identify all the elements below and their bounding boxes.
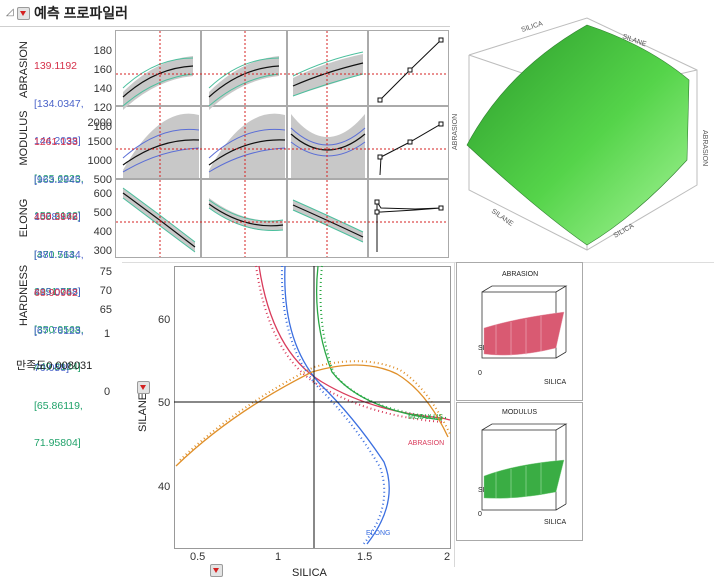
xtick: 0.5: [190, 551, 205, 563]
axis-label-abrasion-left: ABRASION: [452, 114, 459, 150]
profiler-menu-button[interactable]: [17, 7, 30, 25]
hardness-axis-ticks: 75 70 65: [92, 263, 112, 320]
mini-3d-left-label: SI: [478, 487, 485, 494]
desirability-label: 만족도: [16, 360, 47, 372]
row-label-abrasion: ABRASION: [18, 41, 30, 98]
tick: 120: [93, 102, 112, 114]
tick: 400: [93, 226, 112, 238]
red-triangle-menu-icon[interactable]: [210, 564, 223, 577]
modulus-values: 1261.133 [963.2945, 1558.972] [470.513, …: [34, 111, 84, 311]
tick: 70: [99, 285, 112, 297]
elong-ci-high: 419.0048]: [34, 286, 81, 298]
collapse-triangle-icon[interactable]: ◿: [6, 7, 14, 18]
desirability-readout: 만족도0.008031: [16, 357, 92, 373]
profiler-title: 예측 프로파일러: [34, 5, 129, 21]
abrasion-pi-low: [125.6223,: [34, 172, 84, 185]
elong-prediction: 400.3846: [34, 211, 78, 223]
mini-3d-zero: 0: [478, 370, 482, 377]
ytick: 50: [158, 397, 170, 409]
elong-row-curves: [116, 180, 448, 257]
silica-menu-button[interactable]: [210, 564, 223, 582]
contour-curves: [175, 265, 451, 547]
x-axis-label: SILICA: [292, 567, 328, 579]
silane-menu-button[interactable]: [137, 381, 150, 399]
tick: 600: [93, 188, 112, 200]
modulus-mini-surface: [483, 459, 565, 499]
abrasion-ci-high: 144.2038]: [34, 135, 81, 147]
surface-3d-plot[interactable]: SILICA SILANE ABRASION ABRASION SILANE S…: [447, 0, 714, 262]
desirability-tick-1: 1: [104, 328, 111, 340]
hardness-ci-high: 70.058]: [34, 362, 70, 374]
tick: 500: [93, 207, 112, 219]
xtick: 2: [444, 551, 450, 563]
mini-3d-abrasion[interactable]: ABRASION SI 0 SILICA: [456, 262, 584, 402]
axis-label-silica-top: SILICA: [520, 20, 544, 34]
ytick: 40: [158, 481, 170, 493]
hardness-prediction: 68.90962: [34, 287, 78, 299]
abrasion-surface: [466, 24, 690, 246]
abrasion-mini-surface: [483, 311, 565, 356]
tick: 180: [93, 45, 112, 57]
ytick: 60: [158, 314, 170, 326]
mini-3d-title: MODULUS: [502, 409, 537, 416]
hardness-values: 68.90962 [67.76123, 70.058] [65.86119, 7…: [34, 262, 84, 462]
modulus-pi-high: 2051.753]: [34, 286, 81, 298]
tick: 100: [93, 121, 112, 133]
abrasion-ci-low: [134.0347,: [34, 97, 84, 110]
cell-elong-desir[interactable]: [368, 179, 449, 258]
tick: 1500: [87, 136, 112, 148]
axis-label-abrasion-right: ABRASION: [701, 130, 708, 166]
contour-plot[interactable]: MODULUS ABRASION ELONG 60 50 40 0.5 1 1.…: [122, 262, 454, 585]
modulus-axis-ticks: 2000 1500 1000 500: [80, 114, 112, 190]
mini-3d-modulus[interactable]: MODULUS SI 0 SILICA: [456, 402, 584, 542]
profiler-title-bar: [0, 0, 450, 27]
tick: 160: [93, 64, 112, 76]
curve-label-modulus: MODULUS: [408, 414, 443, 421]
profiler-grid: [115, 30, 449, 258]
xtick: 1: [275, 551, 281, 563]
red-triangle-menu-icon[interactable]: [17, 7, 30, 20]
hardness-pi-high: 71.95804]: [34, 437, 81, 449]
mini-3d-left-label: SI: [478, 345, 485, 352]
modulus-prediction: 1261.133: [34, 136, 78, 148]
red-triangle-menu-icon[interactable]: [137, 381, 150, 394]
tick: 500: [93, 174, 112, 186]
curve-label-abrasion: ABRASION: [408, 440, 444, 447]
hardness-ci-low: [67.76123,: [34, 324, 84, 337]
elong-ci-low: [381.7644,: [34, 248, 84, 261]
abrasion-prediction: 139.1192: [34, 60, 78, 72]
elong-axis-ticks: 600 500 400 300: [86, 185, 112, 261]
modulus-ci-high: 1558.972]: [34, 211, 81, 223]
modulus-row-curves: [116, 107, 448, 178]
tick: 65: [99, 304, 112, 316]
mini-3d-silica-label: SILICA: [544, 519, 567, 526]
tick: 140: [93, 83, 112, 95]
mini-3d-title: ABRASION: [502, 271, 538, 278]
elong-pi-low: [350.9568,: [34, 323, 84, 336]
abrasion-axis-ticks: 180 160 140 120 100: [86, 42, 112, 137]
modulus-pi-low: [470.513,: [34, 248, 78, 261]
row-label-elong: ELONG: [18, 198, 30, 238]
curve-label-elong: ELONG: [366, 530, 391, 537]
abrasion-pi-high: 152.6162]: [34, 210, 81, 222]
elong-pi-high: 449.8124]: [34, 361, 81, 373]
row-label-hardness: HARDNESS: [18, 264, 30, 326]
elong-values: 400.3846 [381.7644, 419.0048] [350.9568,…: [34, 186, 84, 386]
xtick: 1.5: [357, 551, 372, 563]
row-label-modulus: MODULUS: [18, 110, 30, 166]
abrasion-values: 139.1192 [134.0347, 144.2038] [125.6223,…: [34, 35, 84, 235]
tick: 75: [99, 266, 112, 278]
tick: 2000: [87, 117, 112, 129]
tick: 300: [93, 245, 112, 257]
modulus-ci-low: [963.2945,: [34, 173, 84, 186]
mini-3d-silica-label: SILICA: [544, 379, 567, 386]
y-axis-label: SILANE: [137, 393, 149, 432]
divider: [454, 262, 455, 567]
desirability-tick-0: 0: [104, 386, 111, 398]
tick: 1000: [87, 155, 112, 167]
hardness-pi-low: [65.86119,: [34, 399, 83, 412]
desirability-value: 0.008031: [46, 360, 93, 372]
mini-3d-zero: 0: [478, 511, 482, 518]
abrasion-row-curves: [116, 31, 448, 110]
